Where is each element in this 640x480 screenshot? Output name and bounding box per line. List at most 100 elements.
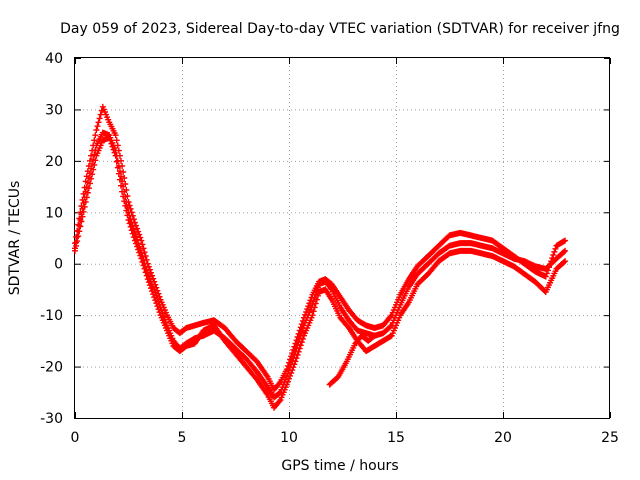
data-point-marker <box>114 142 121 149</box>
data-point-marker <box>552 245 559 252</box>
data-point-marker <box>74 238 81 245</box>
data-point-marker <box>121 198 128 205</box>
data-point-marker <box>560 248 567 255</box>
data-point-marker <box>296 327 303 334</box>
data-point-marker <box>276 390 283 397</box>
data-point-marker <box>295 330 302 337</box>
data-point-marker <box>387 323 394 330</box>
data-point-marker <box>113 158 120 165</box>
data-point-marker <box>548 258 555 265</box>
data-point-marker <box>91 137 98 144</box>
data-point-marker <box>96 115 103 122</box>
data-point-marker <box>299 335 306 342</box>
data-point-marker <box>129 230 136 237</box>
data-point-marker <box>121 175 128 181</box>
data-point-marker <box>298 339 305 346</box>
data-point-marker <box>146 266 153 273</box>
data-point-marker <box>143 272 150 279</box>
data-point-marker <box>546 264 553 271</box>
data-point-marker <box>292 358 299 365</box>
axis-ticks: 0 5 10 15 20 25 -30 -20 -10 0 10 20 30 40 <box>40 51 619 446</box>
data-point-marker <box>139 259 146 265</box>
data-point-marker <box>108 140 115 147</box>
data-point-marker <box>304 306 311 313</box>
data-point-marker <box>94 123 101 130</box>
data-point-marker <box>110 146 117 153</box>
y-tick-label: -10 <box>40 308 63 324</box>
data-point-marker <box>95 119 102 126</box>
data-point-marker <box>86 157 93 164</box>
data-point-marker <box>91 161 98 168</box>
data-point-marker <box>151 278 158 285</box>
data-point-marker <box>85 185 92 192</box>
data-point-marker <box>137 234 144 241</box>
data-point-marker <box>90 166 97 173</box>
data-point-marker <box>290 364 297 371</box>
data-point-marker <box>112 152 119 159</box>
data-point-marker <box>118 182 125 189</box>
data-point-marker <box>286 359 292 366</box>
data-point-marker <box>93 127 100 133</box>
data-point-marker <box>293 355 300 362</box>
data-point-marker <box>543 270 550 277</box>
data-point-marker <box>153 300 160 307</box>
data-point-marker <box>122 181 129 187</box>
data-point-marker <box>125 217 132 223</box>
data-point-marker <box>141 265 148 272</box>
data-point-marker <box>286 375 292 382</box>
data-point-marker <box>128 227 135 234</box>
data-point-marker <box>120 169 127 175</box>
data-point-marker <box>112 132 119 139</box>
data-point-marker <box>84 189 91 196</box>
data-point-marker <box>90 142 97 149</box>
data-point-marker <box>107 137 114 144</box>
data-point-marker <box>151 294 158 301</box>
data-point-marker <box>149 288 156 295</box>
data-point-marker <box>88 152 95 159</box>
data-point-marker <box>149 272 156 279</box>
data-point-marker <box>295 348 302 355</box>
data-point-marker <box>371 332 378 339</box>
data-point-marker <box>85 163 92 169</box>
data-point-marker <box>127 223 134 230</box>
data-point-marker <box>131 219 138 226</box>
data-point-marker <box>147 285 154 292</box>
x-tick-label: 0 <box>71 430 80 446</box>
data-point-marker <box>138 237 145 244</box>
data-point-marker <box>116 176 123 183</box>
x-axis-label: GPS time / hours <box>281 458 398 474</box>
data-point-marker <box>89 171 96 178</box>
x-tick-label: 10 <box>280 430 298 446</box>
data-point-marker <box>118 157 125 164</box>
data-point-marker <box>78 218 85 225</box>
data-point-marker <box>77 223 84 230</box>
data-point-marker <box>115 170 122 177</box>
data-point-marker <box>140 245 147 252</box>
data-point-marker <box>293 337 300 344</box>
data-point-marker <box>130 216 137 223</box>
data-point-marker <box>73 242 80 249</box>
data-point-marker <box>143 256 150 263</box>
data-point-marker <box>80 190 87 197</box>
data-point-marker <box>387 313 394 320</box>
x-tick-label: 15 <box>387 430 405 446</box>
data-point-marker <box>156 309 163 316</box>
data-point-marker <box>97 111 104 118</box>
data-point-marker <box>292 340 299 347</box>
data-point-marker <box>76 222 83 229</box>
data-point-marker <box>294 334 301 340</box>
data-point-marker <box>313 296 320 303</box>
data-point-marker <box>287 372 294 379</box>
data-point-marker <box>92 157 99 164</box>
data-point-marker <box>120 193 127 200</box>
data-point-marker <box>562 258 569 265</box>
data-point-marker <box>131 237 138 244</box>
y-tick-label: -20 <box>40 360 63 376</box>
data-point-marker <box>145 279 152 286</box>
data-point-marker <box>144 260 151 267</box>
data-point-marker <box>297 342 304 349</box>
data-point-marker <box>135 228 142 235</box>
data-point-marker <box>288 370 295 376</box>
data-point-marker <box>307 297 314 304</box>
data-point-marker <box>132 222 139 229</box>
